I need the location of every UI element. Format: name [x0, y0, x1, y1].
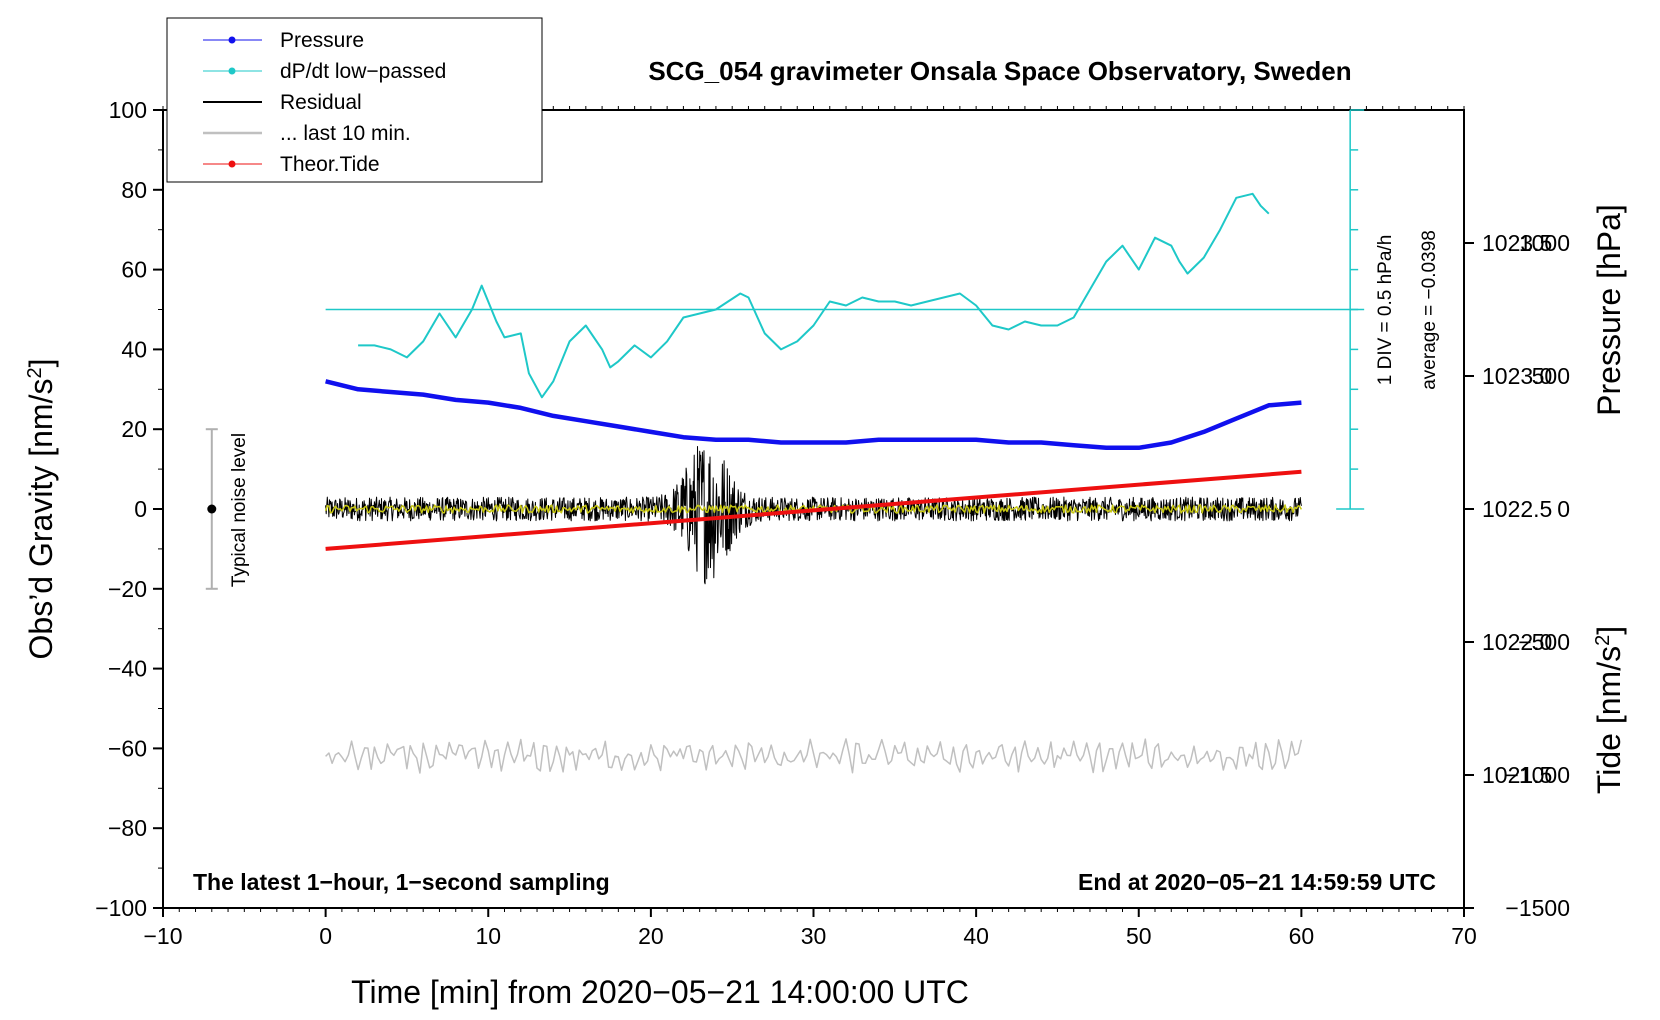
series-residual: [325, 446, 1302, 585]
legend-label: Theor.Tide: [280, 153, 380, 176]
series-theor-tide: [325, 469, 1302, 551]
y-tick-label: 80: [121, 177, 147, 203]
x-tick-label: 70: [1451, 923, 1477, 949]
y-axis-title-tide-end: ]: [1591, 626, 1627, 635]
x-tick-label: 30: [801, 923, 827, 949]
x-tick-label: 10: [475, 923, 501, 949]
legend-box: [166, 17, 543, 183]
series-residual-smoothed: [324, 504, 1303, 514]
tide-tick-label: −1000: [1505, 762, 1570, 788]
legend-marker: [228, 36, 236, 44]
x-tick-label: 50: [1126, 923, 1152, 949]
noise-label: Typical noise level: [229, 433, 250, 587]
y-axis-title-left-end: ]: [23, 359, 59, 368]
y-tick-label: 40: [121, 336, 147, 362]
y-tick-label: 20: [121, 416, 147, 442]
y-tick-label: −20: [108, 576, 147, 602]
div-label: 1 DIV = 0.5 hPa/h: [1375, 235, 1396, 386]
pressure-tick-label: 1023.5: [1482, 230, 1552, 256]
y-tick-label: 100: [109, 97, 147, 123]
x-tick-label: 60: [1289, 923, 1315, 949]
y-tick-label: −40: [108, 656, 147, 682]
tide-tick-label: 0: [1557, 496, 1570, 522]
tide-tick-label: −500: [1518, 629, 1570, 655]
y-tick-label: −80: [108, 815, 147, 841]
y-tick-label: −60: [108, 735, 147, 761]
legend-marker: [228, 160, 236, 168]
pressure-tick-label: 1021.5: [1482, 762, 1552, 788]
y-axis-title-left: Obs’d Gravity [nm/s2]: [23, 359, 59, 660]
average-label: average = −0.0398: [1419, 230, 1440, 390]
y-axis-title-tide-main: Tide [nm/s: [1591, 646, 1627, 794]
y-tick-label: 0: [134, 496, 147, 522]
chart-title: SCG_054 gravimeter Onsala Space Observat…: [648, 56, 1351, 86]
legend-label: ... last 10 min.: [280, 122, 411, 145]
pressure-tick-label: 1023.0: [1482, 363, 1552, 389]
series-dp-dt-low-passed: [358, 192, 1270, 399]
series-pressure: [325, 379, 1302, 451]
pressure-tick-label: 1022.0: [1482, 629, 1552, 655]
end-time-annotation: End at 2020−05−21 14:59:59 UTC: [1078, 869, 1436, 895]
axes-layer: −10 0 10 20 30 40 50 60 70100806040200−20−40−60−…: [95, 97, 1570, 949]
legend: Pressure dP/dt low−passed Residual ... last…: [166, 17, 543, 183]
y-axis-title-left-main: Obs’d Gravity [nm/s: [23, 379, 59, 660]
legend-label: Residual: [280, 91, 362, 114]
dpdt-scale: [1336, 109, 1365, 510]
tide-tick-label: 1000: [1519, 230, 1570, 256]
x-tick-label: 0: [319, 923, 332, 949]
x-tick-label: 20: [638, 923, 664, 949]
series-layer: [324, 192, 1365, 774]
x-tick-label: 40: [963, 923, 989, 949]
legend-label: Pressure: [280, 29, 364, 52]
y-axis-title-pressure: Pressure [hPa]: [1591, 204, 1627, 416]
y-axis-title-tide: Tide [nm/s2]: [1591, 626, 1627, 794]
pressure-tick-label: 1022.5: [1482, 496, 1552, 522]
y-tick-label: −100: [95, 895, 147, 921]
legend-marker: [228, 67, 236, 75]
sampling-annotation: The latest 1−hour, 1−second sampling: [193, 869, 610, 895]
noise-indicator: [205, 428, 218, 590]
y-axis-title-left-sup: 2: [24, 367, 46, 378]
x-axis-title: Time [min] from 2020−05−21 14:00:00 UTC: [351, 974, 969, 1010]
series--last-10-min-: [325, 738, 1303, 774]
tide-tick-label: 500: [1532, 363, 1570, 389]
noise-center-dot: [207, 504, 217, 514]
y-axis-title-tide-sup: 2: [1592, 635, 1614, 646]
y-tick-label: 60: [121, 257, 147, 283]
legend-label: dP/dt low−passed: [280, 60, 446, 83]
tide-tick-label: −1500: [1505, 895, 1570, 921]
x-tick-label: −10: [143, 923, 182, 949]
